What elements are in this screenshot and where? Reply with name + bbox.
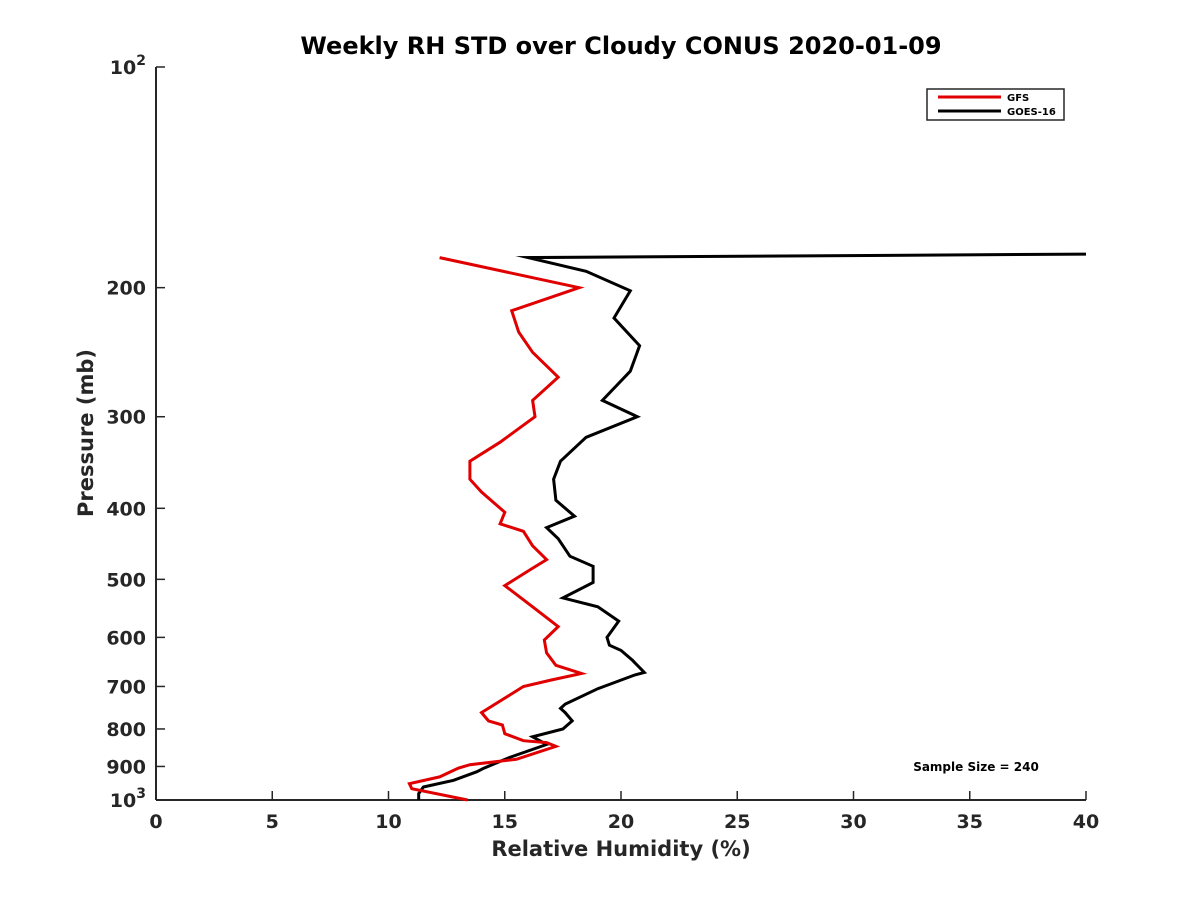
series-line-goes-16 [417, 252, 1087, 800]
y-axis-label: Pressure (mb) [74, 349, 98, 517]
y-tick-label: 700 [106, 676, 146, 698]
chart-title: Weekly RH STD over Cloudy CONUS 2020-01-… [300, 32, 941, 60]
y-tick-label: 300 [106, 407, 146, 429]
x-tick-label: 20 [608, 811, 634, 833]
y-tick-label: 102 [110, 53, 146, 79]
legend-label-goes-16: GOES-16 [1007, 107, 1056, 118]
y-tick-label: 600 [106, 627, 146, 649]
series-layer [407, 252, 1087, 802]
x-tick-label: 40 [1073, 811, 1099, 833]
x-tick-label: 0 [149, 811, 162, 833]
sample-size-annotation: Sample Size = 240 [913, 760, 1039, 774]
x-axis-label: Relative Humidity (%) [491, 837, 750, 861]
x-tick-label: 35 [957, 811, 983, 833]
plot-area: 0 5 10 15 20 25 30 35 40 102 200 300 400 500 600 700 80… [106, 53, 1099, 833]
x-tick-label: 5 [266, 811, 279, 833]
x-tick-label: 30 [840, 811, 866, 833]
y-tick-label: 500 [106, 569, 146, 591]
legend-label-gfs: GFS [1007, 93, 1029, 104]
y-tick-label: 103 [110, 786, 146, 812]
x-tick-label: 15 [492, 811, 518, 833]
legend: GFS GOES-16 [926, 88, 1065, 121]
x-tick-label: 25 [724, 811, 750, 833]
legend-box [926, 88, 1065, 121]
y-tick-label: 900 [106, 756, 146, 778]
y-axis-ticks: 102 200 300 400 500 600 700 800 900 103 [106, 53, 165, 812]
y-tick-label: 400 [106, 498, 146, 520]
x-tick-label: 10 [375, 811, 401, 833]
series-line-gfs [407, 256, 588, 802]
y-tick-label: 800 [106, 719, 146, 741]
y-tick-label: 200 [106, 278, 146, 300]
x-axis-ticks: 0 5 10 15 20 25 30 35 40 [149, 791, 1099, 833]
